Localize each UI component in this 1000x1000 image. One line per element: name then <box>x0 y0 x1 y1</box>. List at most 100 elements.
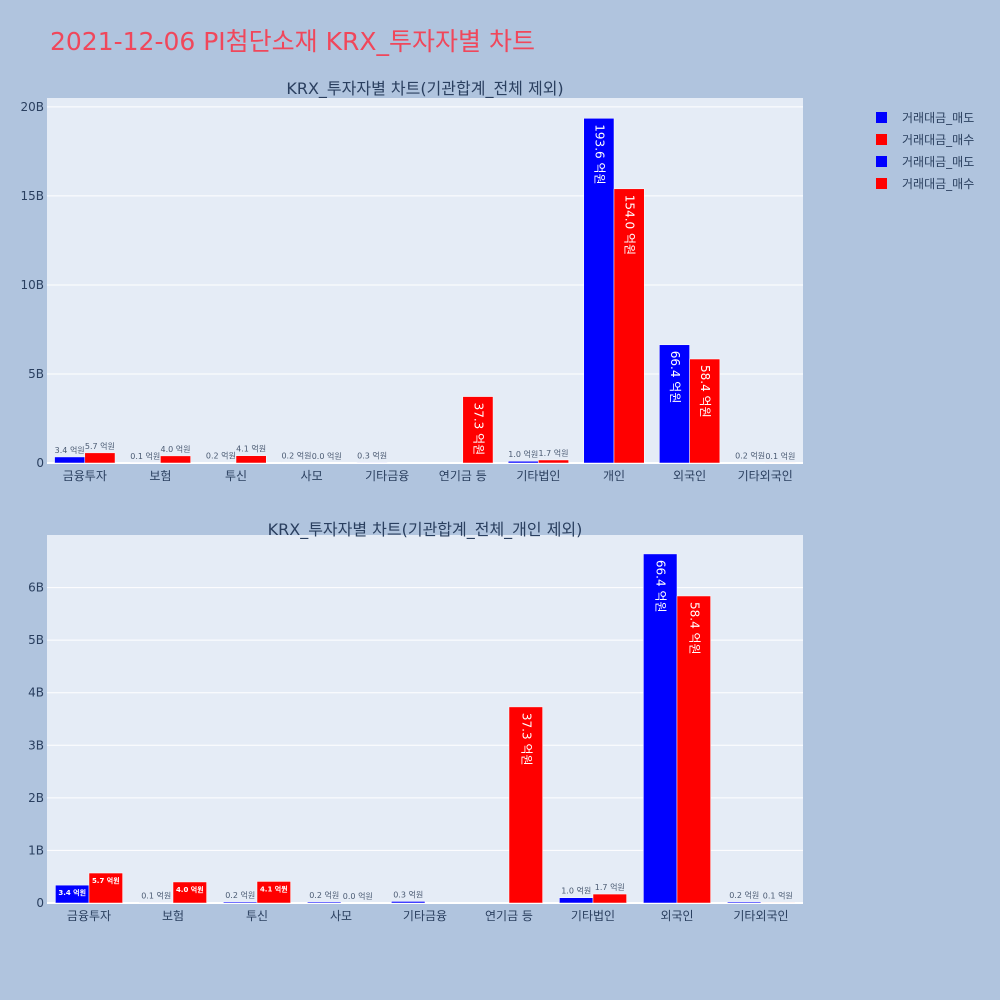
x-tick-label: 기타외국인 <box>733 909 788 923</box>
x-tick-label: 기타금융 <box>403 909 447 923</box>
bar <box>643 553 678 904</box>
bar <box>676 595 711 904</box>
data-label: 3.4 억원 <box>55 445 85 455</box>
data-label: 0.2 억원 <box>206 451 236 461</box>
data-label: 5.7 억원 <box>92 876 120 885</box>
data-label: 0.1 억원 <box>141 890 171 900</box>
y-tick-label: 3B <box>28 738 44 752</box>
data-label: 66.4 억원 <box>668 351 682 404</box>
x-tick-label: 투신 <box>225 469 247 483</box>
x-tick-label: 사모 <box>330 909 352 923</box>
data-label: 58.4 억원 <box>687 602 701 655</box>
x-tick-label: 연기금 등 <box>439 469 487 483</box>
legend-item[interactable]: 거래대금_매수 <box>876 172 974 194</box>
legend-label: 거래대금_매도 <box>902 110 975 125</box>
x-tick-label: 보험 <box>149 469 171 483</box>
x-tick-label: 개인 <box>603 469 625 483</box>
y-tick-label: 15B <box>20 189 44 203</box>
y-tick-label: 0 <box>36 456 44 470</box>
data-label: 5.7 억원 <box>85 441 115 451</box>
data-label: 1.0 억원 <box>508 449 538 459</box>
y-tick-label: 1B <box>28 843 44 857</box>
legend-swatch <box>876 155 887 167</box>
page-title: 2021-12-06 PI첨단소재 KRX_투자자별 차트 <box>50 27 535 56</box>
data-label: 66.4 억원 <box>654 560 668 613</box>
legend-swatch <box>876 177 887 189</box>
data-label: 4.0 억원 <box>161 444 191 454</box>
data-label: 0.2 억원 <box>729 890 759 900</box>
data-label: 0.2 억원 <box>281 451 311 461</box>
bar <box>559 897 594 904</box>
x-tick-label: 외국인 <box>660 909 693 923</box>
bar <box>727 901 762 904</box>
bar <box>538 459 569 464</box>
legend[interactable]: 거래대금_매도 거래대금_매수 거래대금_매도 거래대금_매수 <box>876 106 974 194</box>
legend-label: 거래대금_매수 <box>902 132 975 147</box>
bar <box>256 881 291 904</box>
data-label: 37.3 억원 <box>519 713 533 766</box>
bar <box>391 901 426 904</box>
x-tick-label: 보험 <box>162 909 184 923</box>
bar <box>160 455 191 464</box>
y-tick-label: 5B <box>28 633 44 647</box>
legend-swatch <box>876 111 887 123</box>
data-label: 1.7 억원 <box>595 882 625 892</box>
data-label: 0.3 억원 <box>393 889 423 899</box>
x-tick-label: 기타외국인 <box>738 469 793 483</box>
data-label: 1.7 억원 <box>539 448 569 458</box>
data-label: 193.6 억원 <box>592 124 606 184</box>
legend-swatch <box>876 133 887 145</box>
bar <box>223 901 258 904</box>
x-tick-label: 금융투자 <box>67 909 111 923</box>
bar <box>139 902 174 904</box>
bar <box>84 452 116 464</box>
y-tick-label: 4B <box>28 686 44 700</box>
x-tick-label: 외국인 <box>673 469 706 483</box>
x-tick-label: 기타금융 <box>365 469 409 483</box>
data-label: 0.2 억원 <box>225 890 255 900</box>
bar <box>172 881 207 904</box>
data-label: 4.0 억원 <box>176 885 204 894</box>
bar <box>307 901 342 904</box>
x-tick-label: 투신 <box>246 909 268 923</box>
legend-label: 거래대금_매수 <box>902 176 975 191</box>
data-label: 0.1 억원 <box>763 890 793 900</box>
x-tick-label: 연기금 등 <box>485 909 533 923</box>
y-tick-label: 5B <box>28 367 44 381</box>
bar <box>54 456 86 464</box>
x-tick-label: 기타법인 <box>516 469 560 483</box>
data-label: 4.1 억원 <box>260 884 288 893</box>
y-tick-label: 10B <box>20 278 44 292</box>
data-label: 0.2 억원 <box>309 890 339 900</box>
legend-label: 거래대금_매도 <box>902 154 975 169</box>
chart-title: KRX_투자자별 차트(기관합계_전체_개인 제외) <box>268 520 583 540</box>
x-tick-label: 기타법인 <box>571 909 615 923</box>
bar <box>659 344 690 464</box>
bar <box>88 872 123 904</box>
bar <box>235 455 267 464</box>
y-tick-label: 0 <box>36 896 44 910</box>
bar <box>760 902 795 904</box>
data-label: 0.3 억원 <box>357 450 387 460</box>
legend-item[interactable]: 거래대금_매도 <box>876 106 974 128</box>
bar <box>507 460 539 464</box>
y-tick-label: 20B <box>20 100 44 114</box>
data-label: 0.1 억원 <box>765 451 795 461</box>
bar <box>592 893 627 904</box>
data-label: 37.3 억원 <box>471 403 485 456</box>
data-label: 154.0 억원 <box>623 195 637 255</box>
data-label: 0.0 억원 <box>343 891 373 901</box>
data-label: 4.1 억원 <box>236 444 266 454</box>
bar <box>613 188 645 464</box>
legend-item[interactable]: 거래대금_매수 <box>876 128 974 150</box>
bar <box>689 358 721 464</box>
x-tick-label: 금융투자 <box>63 469 107 483</box>
data-label: 58.4 억원 <box>698 365 712 418</box>
data-label: 0.1 억원 <box>130 451 160 461</box>
bar <box>462 396 494 464</box>
bar <box>356 462 388 464</box>
x-tick-label: 사모 <box>301 469 323 483</box>
chart-title: KRX_투자자별 차트(기관합계_전체 제외) <box>286 79 563 99</box>
legend-item[interactable]: 거래대금_매도 <box>876 150 974 172</box>
